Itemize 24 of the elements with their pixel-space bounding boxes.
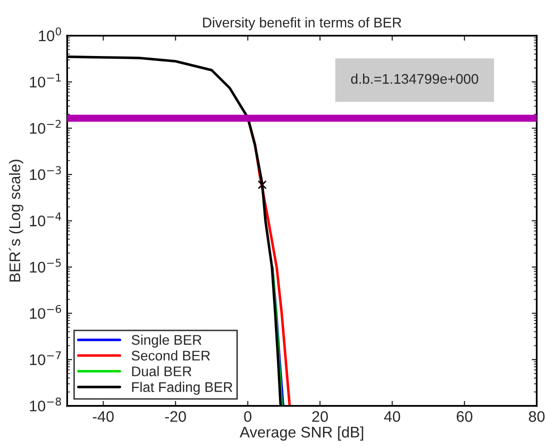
x-tick-label: 60 <box>456 411 472 422</box>
x-tick-label: 40 <box>384 411 400 422</box>
y-tick-label: 10$^{−4}$ <box>30 212 62 226</box>
y-tick-label: 10$^{0}$ <box>39 27 62 42</box>
y-tick-label: 10$^{−2}$ <box>30 120 61 134</box>
x-tick-label: -40 <box>92 411 114 422</box>
x-tick-label: 20 <box>312 411 328 422</box>
y-tick-label: 10$^{−6}$ <box>30 304 62 319</box>
x-tick-label: 80 <box>528 411 545 422</box>
y-tick-label: 10$^{−7}$ <box>30 351 61 366</box>
legend-label: Second BER <box>132 350 210 361</box>
y-tick-label: 10$^{−8}$ <box>30 397 62 412</box>
y-tick-label: 10$^{−5}$ <box>30 258 61 273</box>
legend-label: Dual BER <box>132 366 192 376</box>
x-tick-label: -20 <box>165 411 186 422</box>
chart-title: Diversity benefit in terms of BER <box>203 17 402 30</box>
annotation: d.b.=1.134799e+000 <box>351 74 478 84</box>
y-tick-label: 10$^{−3}$ <box>30 166 61 180</box>
y-axis-title: BER´s (Log scale) <box>8 160 24 282</box>
y-tick-label: 10$^{−1}$ <box>30 74 61 88</box>
x-axis-title: Average SNR [dB] <box>240 426 364 441</box>
x-tick-label: 0 <box>244 411 252 422</box>
legend-label: Single BER <box>132 334 202 348</box>
legend-label: Flat Fading BER <box>132 382 232 395</box>
